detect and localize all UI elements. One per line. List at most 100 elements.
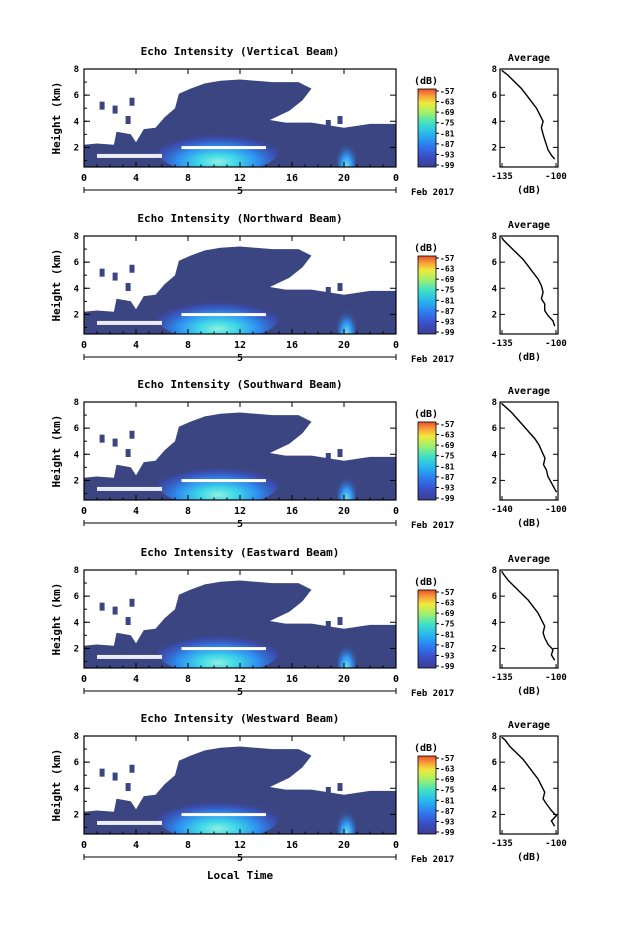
- x-tick-label: 12: [234, 173, 246, 184]
- echo-speck: [129, 764, 135, 773]
- colorbar-title: (dB): [414, 577, 438, 588]
- colorbar-tick-label: -63: [440, 599, 455, 608]
- y-axis-label: Height (km): [50, 749, 63, 822]
- y-tick-label: 6: [74, 258, 79, 268]
- profile-y-tick-label: 2: [492, 476, 497, 486]
- heatmap-layer: [84, 746, 396, 834]
- colorbar-tick-label: -69: [440, 108, 455, 117]
- profile-x-label: (dB): [517, 852, 541, 863]
- echo-speck: [125, 617, 131, 626]
- x-tick-label: 8: [185, 506, 191, 517]
- profile-x-tick-label: -100: [545, 673, 567, 683]
- echo-speck: [325, 452, 331, 461]
- echo-speck: [99, 268, 105, 277]
- colorbar-tick-label: -87: [440, 641, 455, 650]
- y-tick-label: 8: [74, 732, 79, 742]
- echo-speck: [125, 283, 131, 292]
- colorbar-tick-label: -81: [440, 796, 455, 805]
- colorbar-tick-label: -63: [440, 765, 455, 774]
- x-tick-label: 0: [393, 340, 399, 351]
- x-tick-label: 8: [185, 674, 191, 685]
- y-tick-label: 4: [74, 618, 80, 628]
- colorbar-tick-label: -87: [440, 307, 455, 316]
- panel-title: Echo Intensity (Westward Beam): [141, 712, 340, 725]
- profile-y-tick-label: 4: [492, 284, 498, 294]
- colorbar-tick-label: -87: [440, 807, 455, 816]
- x-tick-label: 16: [286, 506, 298, 517]
- x-tick-label: 4: [133, 506, 139, 517]
- panel-2: Echo Intensity (Southward Beam)0 4 8 12 16 20…: [50, 378, 567, 531]
- profile-title: Average: [508, 554, 550, 565]
- echo-core-secondary: [336, 467, 357, 500]
- date-label: Feb 2017: [411, 689, 454, 699]
- echo-speck: [99, 101, 105, 110]
- y-axis-label: Height (km): [50, 249, 63, 322]
- day-label: 5: [237, 687, 243, 698]
- echo-speck: [129, 598, 135, 607]
- heatmap-layer: [84, 79, 396, 167]
- x-tick-label: 0: [393, 840, 399, 851]
- profile-y-tick-label: 2: [492, 810, 497, 820]
- colorbar: [417, 88, 437, 168]
- x-tick-label: 0: [393, 506, 399, 517]
- bright-layer: [181, 647, 266, 651]
- profile-x-tick-label: -140: [491, 505, 513, 515]
- colorbar-tick-label: -99: [440, 161, 455, 170]
- colorbar-tick-label: -81: [440, 129, 455, 138]
- y-axis-label: Height (km): [50, 415, 63, 488]
- profile-title: Average: [508, 386, 550, 397]
- x-tick-label: 0: [393, 674, 399, 685]
- colorbar: [417, 755, 437, 835]
- profile-x-tick-label: -100: [545, 339, 567, 349]
- x-tick-label: 20: [338, 506, 350, 517]
- day-label: 5: [237, 353, 243, 364]
- colorbar-title: (dB): [414, 743, 438, 754]
- profile-x-label: (dB): [517, 518, 541, 529]
- profile-y-tick-label: 8: [492, 65, 497, 75]
- y-tick-label: 4: [74, 284, 80, 294]
- x-tick-label: 4: [133, 674, 139, 685]
- colorbar-tick-label: -63: [440, 98, 455, 107]
- x-tick-label: 16: [286, 173, 298, 184]
- x-tick-label: 0: [81, 840, 87, 851]
- colorbar: [417, 589, 437, 669]
- profile-y-tick-label: 8: [492, 566, 497, 576]
- profile-x-tick-label: -135: [491, 339, 513, 349]
- y-tick-label: 4: [74, 784, 80, 794]
- colorbar-tick-label: -81: [440, 462, 455, 471]
- profile-frame: [499, 735, 559, 835]
- y-tick-label: 2: [74, 143, 79, 153]
- profile-y-tick-label: 6: [492, 424, 497, 434]
- profile-x-tick-label: -135: [491, 673, 513, 683]
- echo-speck: [337, 116, 343, 125]
- echo-core-secondary: [336, 801, 357, 834]
- echo-speck: [129, 97, 135, 106]
- colorbar-tick-label: -63: [440, 431, 455, 440]
- colorbar-tick-label: -99: [440, 494, 455, 503]
- colorbar-tick-label: -93: [440, 483, 455, 492]
- colorbar-tick-label: -75: [440, 286, 455, 295]
- bright-layer: [181, 313, 266, 317]
- x-tick-label: 12: [234, 506, 246, 517]
- x-tick-label: 0: [81, 340, 87, 351]
- y-tick-label: 8: [74, 232, 79, 242]
- profile-y-tick-label: 4: [492, 450, 498, 460]
- profile-y-tick-label: 6: [492, 258, 497, 268]
- profile-line: [501, 570, 556, 661]
- y-tick-label: 4: [74, 117, 80, 127]
- colorbar-tick-label: -75: [440, 119, 455, 128]
- y-tick-label: 2: [74, 310, 79, 320]
- profile-y-tick-label: 8: [492, 232, 497, 242]
- y-tick-label: 6: [74, 758, 79, 768]
- echo-speck: [112, 272, 118, 281]
- bright-layer: [181, 813, 266, 817]
- profile-frame: [499, 68, 559, 168]
- colorbar-title: (dB): [414, 243, 438, 254]
- panel-title: Echo Intensity (Northward Beam): [137, 212, 342, 225]
- heatmap-layer: [84, 412, 396, 500]
- colorbar-tick-label: -93: [440, 817, 455, 826]
- profile-frame: [499, 569, 559, 669]
- colorbar-title: (dB): [414, 76, 438, 87]
- echo-speck: [99, 768, 105, 777]
- profile-x-tick-label: -135: [491, 172, 513, 182]
